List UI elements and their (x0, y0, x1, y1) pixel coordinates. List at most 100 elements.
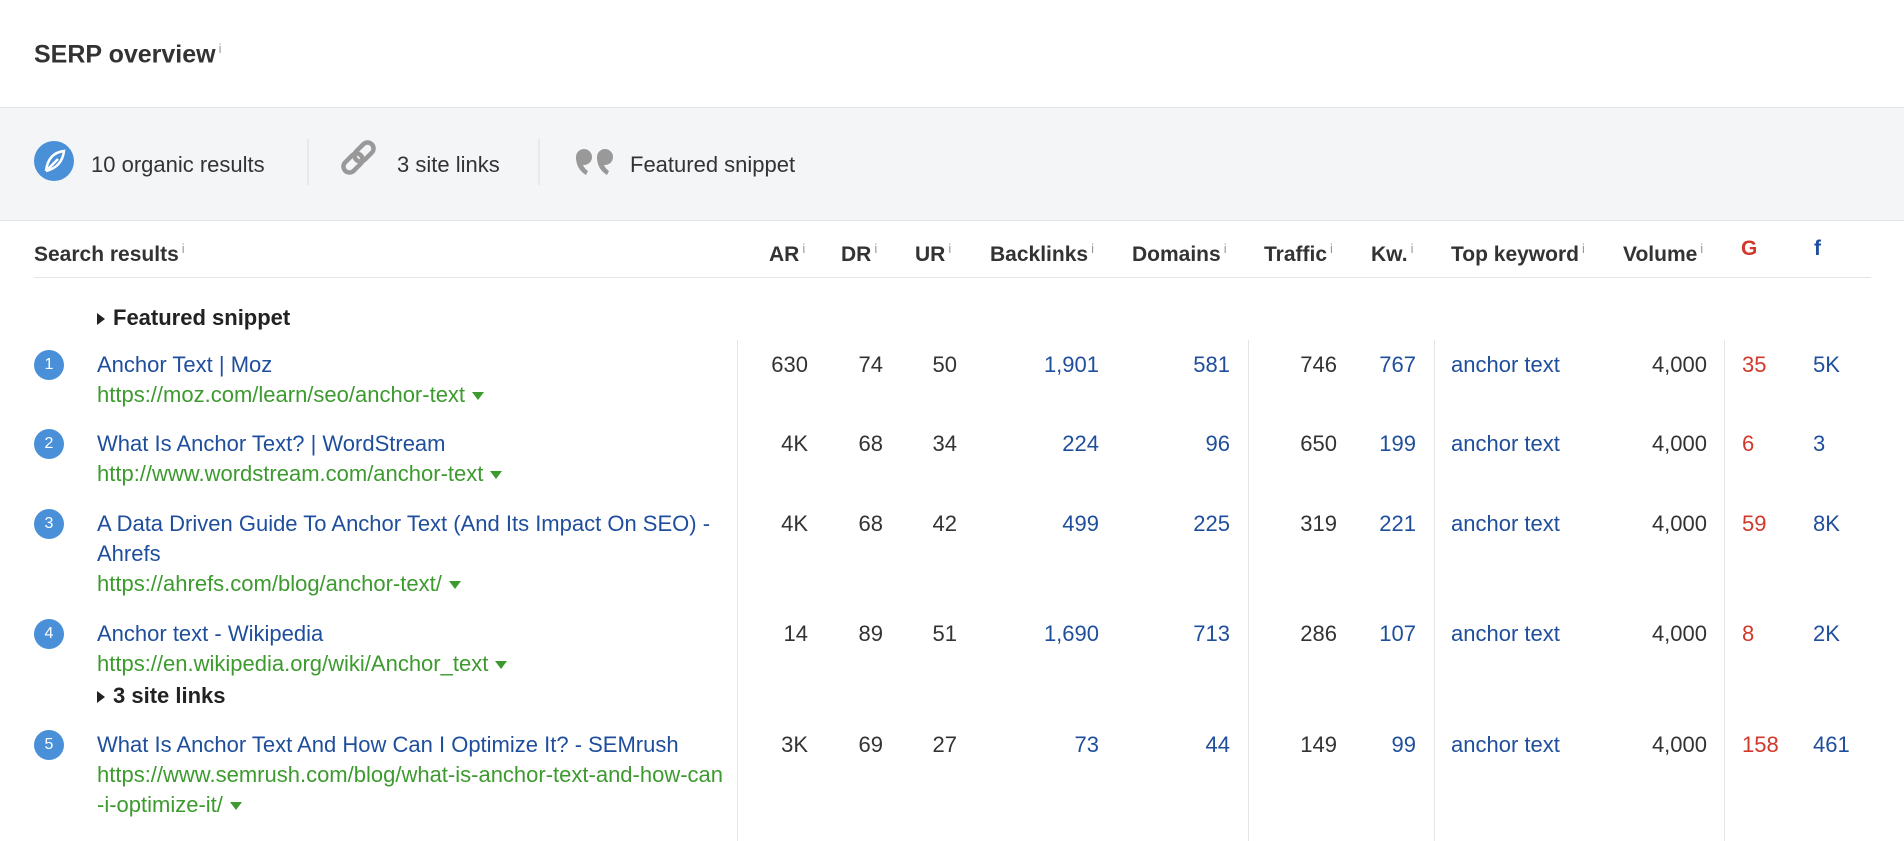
summary-item[interactable]: 3 site links (397, 152, 500, 177)
url-dropdown[interactable] (472, 392, 485, 401)
cell: 68 (858, 511, 883, 536)
cell[interactable]: 2K (1813, 621, 1840, 646)
result: Anchor text - Wikipedia https://en.wikipe… (97, 619, 727, 679)
column-header[interactable]: G (1741, 234, 1757, 264)
featured-label: Featured snippet (113, 305, 291, 330)
column-header[interactable]: f (1814, 234, 1821, 264)
cell: 4,000 (1651, 511, 1707, 536)
info-icon[interactable]: i (1581, 241, 1585, 256)
quote-icon (576, 149, 613, 175)
cell: 149 (1300, 732, 1337, 757)
cell[interactable]: 5K (1813, 352, 1840, 377)
column-label: Domains (1132, 243, 1221, 266)
column-header[interactable]: Backlinks i (990, 234, 1094, 270)
info-icon[interactable]: i (1223, 241, 1227, 256)
info-icon[interactable]: i (218, 41, 222, 56)
cell[interactable]: 199 (1379, 431, 1416, 456)
url-dropdown[interactable] (448, 581, 461, 590)
cell[interactable]: anchor text (1451, 431, 1560, 456)
cell[interactable]: 1,901 (1043, 352, 1099, 377)
url-text[interactable]: https://ahrefs.com/blog/anchor-text/ (97, 571, 442, 596)
column-header[interactable]: AR i (769, 234, 805, 270)
url-text[interactable]: https://moz.com/learn/seo/anchor-text (97, 382, 466, 407)
url-dropdown[interactable] (490, 471, 503, 480)
cell[interactable]: anchor text (1451, 732, 1560, 757)
rank-badge: 5 (34, 730, 64, 760)
url-text[interactable]: https://en.wikipedia.org/wiki/Anchor_tex… (97, 651, 489, 676)
column-header[interactable]: DR i (841, 234, 877, 270)
result: Anchor Text | Moz https://moz.com/learn/s… (97, 350, 727, 410)
cell[interactable]: anchor text (1451, 511, 1560, 536)
cell[interactable]: 107 (1379, 621, 1416, 646)
cell: 74 (858, 352, 883, 377)
url-text[interactable]: http://www.wordstream.com/anchor-text (97, 461, 484, 486)
title: SERP overview i (34, 34, 221, 69)
column-header[interactable]: Domains i (1132, 234, 1227, 270)
info-icon[interactable]: i (1091, 241, 1094, 256)
cell: 4,000 (1651, 732, 1707, 757)
column-label: G (1741, 237, 1758, 260)
url-text[interactable]: https://www.semrush.com/blog/what-is-anc… (97, 762, 724, 817)
cell: 34 (932, 431, 957, 456)
info-icon[interactable]: i (1330, 241, 1333, 256)
cell: 630 (771, 352, 808, 377)
result-url[interactable]: https://en.wikipedia.org/wiki/Anchor_tex… (97, 649, 727, 679)
result-url[interactable]: http://www.wordstream.com/anchor-text (97, 459, 727, 489)
info-icon[interactable]: i (948, 241, 952, 256)
result-title[interactable]: Anchor Text | Moz (97, 352, 273, 377)
cell: 6 (1742, 431, 1755, 456)
cell[interactable]: 499 (1062, 511, 1099, 536)
summary-item[interactable]: 10 organic results (91, 152, 265, 177)
cell[interactable]: 581 (1193, 352, 1230, 377)
rank-badge: 3 (34, 509, 64, 539)
cell[interactable]: 713 (1193, 621, 1230, 646)
result-title[interactable]: What Is Anchor Text? | WordStream (97, 431, 446, 456)
summary-item[interactable]: Featured snippet (630, 152, 796, 177)
rank-badge: 1 (34, 350, 64, 380)
rank-badge: 2 (34, 429, 64, 459)
cell[interactable]: 767 (1379, 352, 1416, 377)
site-links-toggle[interactable]: 3 site links (97, 681, 226, 711)
info-icon[interactable]: i (874, 241, 878, 256)
cell[interactable]: 73 (1074, 732, 1099, 757)
cell[interactable]: 96 (1205, 431, 1230, 456)
column-header[interactable]: Kw. i (1371, 234, 1413, 270)
cell: 4,000 (1651, 352, 1707, 377)
cell[interactable]: 1,690 (1043, 621, 1099, 646)
result-url[interactable]: https://ahrefs.com/blog/anchor-text/ (97, 569, 727, 599)
featured-toggle[interactable]: Featured snippet (97, 303, 290, 333)
cell: 89 (858, 621, 883, 646)
result-title[interactable]: What Is Anchor Text And How Can I Optimi… (97, 732, 679, 757)
cell: 51 (932, 621, 957, 646)
result-url[interactable]: https://moz.com/learn/seo/anchor-text (97, 380, 727, 410)
info-icon[interactable]: i (1410, 241, 1414, 256)
column-header[interactable]: Volume i (1623, 234, 1703, 270)
cell[interactable]: 8K (1813, 511, 1840, 536)
cell: 4K (781, 511, 808, 536)
result-title[interactable]: A Data Driven Guide To Anchor Text (And … (97, 511, 711, 566)
cell[interactable]: 44 (1205, 732, 1230, 757)
cell[interactable]: 225 (1193, 511, 1230, 536)
column-header[interactable]: UR i (915, 234, 951, 270)
column-label: f (1814, 237, 1821, 260)
column-header[interactable]: Search results i (34, 234, 185, 270)
url-dropdown[interactable] (229, 802, 242, 811)
column-header[interactable]: Traffic i (1264, 234, 1333, 270)
cell: 746 (1300, 352, 1337, 377)
cell[interactable]: anchor text (1451, 352, 1560, 377)
info-icon[interactable]: i (1700, 241, 1704, 256)
cell[interactable]: 3 (1813, 431, 1826, 456)
info-icon[interactable]: i (802, 241, 806, 256)
info-icon[interactable]: i (181, 241, 185, 256)
result-title[interactable]: Anchor text - Wikipedia (97, 621, 324, 646)
cell[interactable]: 461 (1813, 732, 1850, 757)
cell[interactable]: 99 (1391, 732, 1416, 757)
cell[interactable]: 224 (1062, 431, 1099, 456)
cell[interactable]: 221 (1379, 511, 1416, 536)
url-dropdown[interactable] (495, 661, 508, 670)
column-header[interactable]: Top keyword i (1451, 234, 1585, 270)
result-url[interactable]: https://www.semrush.com/blog/what-is-anc… (97, 760, 727, 820)
cell[interactable]: anchor text (1451, 621, 1560, 646)
cell: 14 (783, 621, 808, 646)
column-label: UR (915, 243, 946, 266)
